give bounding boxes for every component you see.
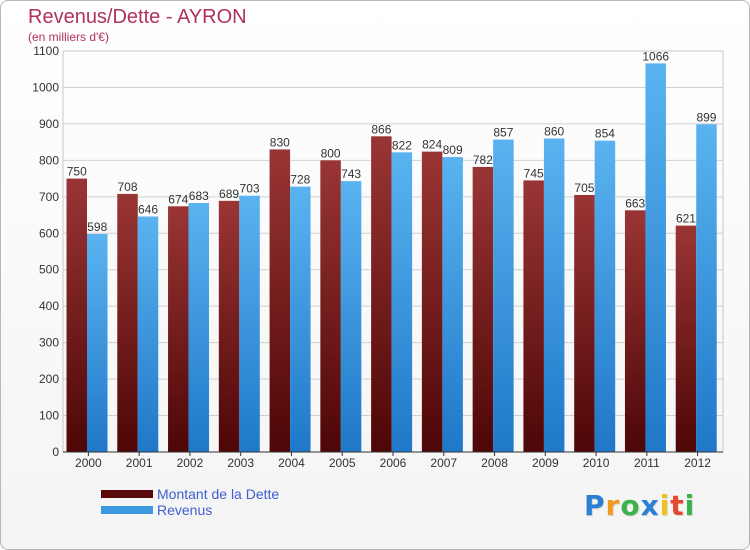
logo-letter: P <box>584 489 606 522</box>
data-label-dette: 750 <box>67 165 87 179</box>
data-label-dette: 800 <box>321 146 341 160</box>
data-label-revenus: 743 <box>341 167 361 181</box>
bar-dette <box>421 151 443 452</box>
bar-dette <box>675 225 697 452</box>
y-tick-label: 0 <box>52 445 59 459</box>
x-tick-label: 2008 <box>481 456 508 470</box>
data-label-dette: 830 <box>270 135 290 149</box>
axes: 0 100 200 300 400 500 600 700 800 900 1000 1100 2000… <box>32 44 723 470</box>
y-tick-label: 700 <box>39 190 59 204</box>
proxiti-logo: Proxiti <box>584 489 695 523</box>
x-tick-label: 2005 <box>329 456 356 470</box>
y-tick-label: 900 <box>39 117 59 131</box>
data-label-revenus: 683 <box>189 189 209 203</box>
bar-dette <box>168 206 189 452</box>
bar-dette <box>472 166 494 452</box>
logo-letter: t <box>670 489 685 522</box>
logo-letter: x <box>640 489 660 522</box>
x-tick-label: 2007 <box>430 456 457 470</box>
bar-revenus <box>87 234 108 452</box>
data-label-revenus: 728 <box>290 173 310 187</box>
bar-revenus <box>442 157 463 452</box>
y-tick-label: 500 <box>39 263 59 277</box>
x-tick-label: 2002 <box>177 456 204 470</box>
data-label-revenus: 703 <box>240 182 260 196</box>
data-label-revenus: 598 <box>87 220 107 234</box>
bars <box>66 63 717 453</box>
y-tick-label: 1100 <box>33 44 59 58</box>
x-tick-label: 2004 <box>278 456 305 470</box>
y-tick-label: 400 <box>39 299 59 313</box>
data-label-dette: 689 <box>219 187 239 201</box>
data-label-revenus: 899 <box>696 110 716 124</box>
data-label-dette: 621 <box>676 212 696 226</box>
data-label-dette: 782 <box>473 153 493 167</box>
logo-letter: o <box>620 489 641 522</box>
bar-revenus <box>391 152 413 453</box>
bar-revenus <box>188 203 210 452</box>
bar-dette <box>218 200 240 452</box>
data-label-revenus: 860 <box>544 124 564 138</box>
bar-revenus <box>137 216 159 452</box>
bar-revenus <box>239 195 260 452</box>
x-tick-label: 2010 <box>583 456 610 470</box>
bar-dette <box>624 210 646 452</box>
x-tick-label: 2003 <box>227 456 254 470</box>
bar-revenus <box>645 63 666 453</box>
bar-revenus <box>493 139 514 453</box>
legend-label-dette: Montant de la Dette <box>157 486 280 502</box>
y-tick-label: 100 <box>39 409 59 423</box>
bar-revenus <box>594 140 616 453</box>
legend-swatch-dette <box>101 490 153 498</box>
bar-dette <box>66 178 87 452</box>
bar-dette <box>269 149 291 452</box>
bar-revenus <box>340 181 362 452</box>
logo-letter: i <box>684 489 696 522</box>
data-label-dette: 708 <box>118 180 138 194</box>
data-label-dette: 866 <box>371 122 391 136</box>
chart-subtitle: (en milliers d'€) <box>28 30 109 44</box>
data-label-dette: 705 <box>574 181 594 195</box>
x-tick-label: 2012 <box>684 456 711 470</box>
y-tick-label: 200 <box>39 372 59 386</box>
legend-label-revenus: Revenus <box>157 502 213 518</box>
y-tick-label: 600 <box>39 226 59 240</box>
data-label-dette: 663 <box>625 196 645 210</box>
bar-dette <box>574 194 595 452</box>
y-tick-label: 800 <box>39 153 59 167</box>
data-label-revenus: 822 <box>392 138 412 152</box>
x-tick-label: 2006 <box>380 456 407 470</box>
x-tick-label: 2000 <box>75 456 102 470</box>
data-label-revenus: 854 <box>595 127 615 141</box>
bar-revenus <box>696 124 717 453</box>
bar-dette <box>320 160 341 452</box>
chart-title: Revenus/Dette - AYRON <box>28 6 247 28</box>
bar-dette <box>523 180 544 452</box>
y-tick-label: 300 <box>39 336 59 350</box>
data-label-revenus: 646 <box>138 203 158 217</box>
x-tick-label: 2009 <box>532 456 559 470</box>
data-label-revenus: 809 <box>443 143 463 157</box>
data-label-dette: 674 <box>168 192 188 206</box>
data-label-revenus: 1066 <box>642 49 669 63</box>
logo-letter: r <box>605 489 621 522</box>
data-label-revenus: 857 <box>493 126 513 140</box>
x-tick-label: 2001 <box>126 456 153 470</box>
data-label-dette: 824 <box>422 138 442 152</box>
legend-swatch-revenus <box>101 506 153 514</box>
logo-letter: i <box>659 489 671 522</box>
y-tick-label: 1000 <box>32 80 59 94</box>
data-label-dette: 745 <box>524 166 544 180</box>
bar-dette <box>371 136 392 452</box>
bar-dette <box>117 193 138 452</box>
bar-revenus <box>290 186 311 453</box>
x-tick-label: 2011 <box>634 456 660 470</box>
bar-revenus <box>543 138 565 452</box>
